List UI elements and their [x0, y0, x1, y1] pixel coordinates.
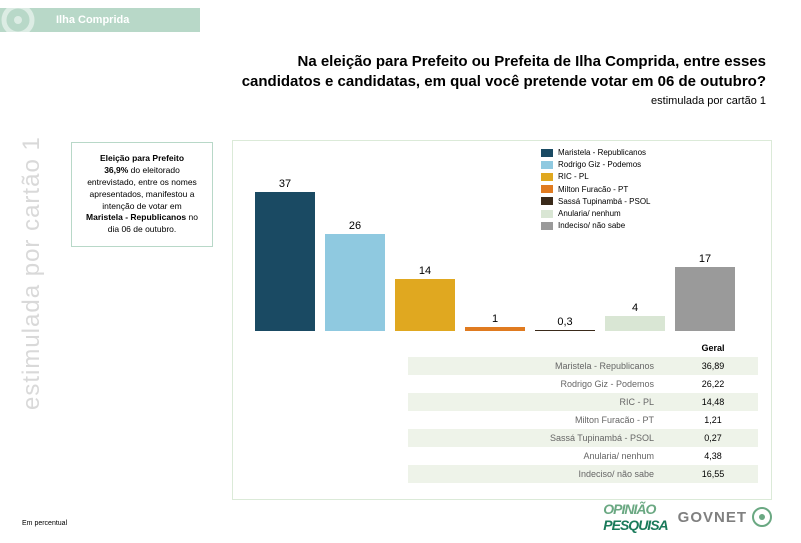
data-table: GeralMaristela - Republicanos36,89Rodrig… — [408, 339, 758, 483]
question-sub: estimulada por cartão 1 — [236, 95, 766, 107]
table-row: RIC - PL14,48 — [408, 393, 758, 411]
side-rotated-text: estimulada por cartão 1 — [18, 140, 46, 480]
legend-label: Maristela - Republicanos — [558, 147, 646, 158]
table-header: Geral — [408, 339, 758, 357]
chart-bars: 37 26 14 1 0,3 4 17 — [253, 171, 753, 331]
bar-value-label: 1 — [492, 313, 498, 325]
legend-item: Rodrigo Giz - Podemos — [541, 159, 731, 170]
table-row: Milton Furacão - PT1,21 — [408, 411, 758, 429]
info-pct: 36,9% — [104, 165, 128, 175]
bar-rect — [255, 192, 315, 331]
legend-swatch — [541, 161, 553, 169]
legend-label: Rodrigo Giz - Podemos — [558, 159, 641, 170]
bar: 17 — [673, 253, 737, 331]
govnet-logo: GOVNET — [678, 506, 773, 528]
table-row-label: Sassá Tupinambá - PSOL — [408, 433, 668, 443]
table-row: Anularia/ nenhum4,38 — [408, 447, 758, 465]
bar-value-label: 37 — [279, 178, 291, 190]
table-row-val: 1,21 — [668, 415, 758, 425]
bar-rect — [325, 234, 385, 332]
bar-value-label: 14 — [419, 265, 431, 277]
table-header-val: Geral — [668, 343, 758, 353]
bar-rect — [395, 279, 455, 332]
bar-rect — [605, 316, 665, 331]
bar-value-label: 0,3 — [557, 316, 572, 328]
legend-item: Maristela - Republicanos — [541, 147, 731, 158]
table-row-val: 14,48 — [668, 397, 758, 407]
legend-swatch — [541, 149, 553, 157]
footer-logos: OPINIÃOPESQUISA GOVNET — [603, 501, 773, 533]
bar: 4 — [603, 302, 667, 331]
table-row-label: Maristela - Republicanos — [408, 361, 668, 371]
bar: 26 — [323, 220, 387, 332]
info-box: Eleição para Prefeito 36,9% do eleitorad… — [71, 142, 213, 247]
footer-note: Em percentual — [22, 520, 67, 527]
header-logo-icon — [0, 8, 50, 32]
bar-value-label: 26 — [349, 220, 361, 232]
table-row: Rodrigo Giz - Podemos26,22 — [408, 375, 758, 393]
table-row-label: Rodrigo Giz - Podemos — [408, 379, 668, 389]
table-row: Maristela - Republicanos36,89 — [408, 357, 758, 375]
header-bar: Ilha Comprida — [0, 8, 200, 32]
bar-rect — [535, 330, 595, 331]
chart-area: Maristela - RepublicanosRodrigo Giz - Po… — [232, 140, 772, 500]
bar-rect — [465, 327, 525, 331]
question-main: Na eleição para Prefeito ou Prefeita de … — [236, 52, 766, 93]
bar-value-label: 4 — [632, 302, 638, 314]
table-row-label: RIC - PL — [408, 397, 668, 407]
info-candidate: Maristela - Republicanos — [86, 212, 186, 222]
table-row-label: Anularia/ nenhum — [408, 451, 668, 461]
bar: 0,3 — [533, 316, 597, 331]
bar: 14 — [393, 265, 457, 332]
table-row-val: 16,55 — [668, 469, 758, 479]
bar-rect — [675, 267, 735, 331]
question-block: Na eleição para Prefeito ou Prefeita de … — [236, 52, 766, 107]
bar-value-label: 17 — [699, 253, 711, 265]
bar: 37 — [253, 178, 317, 331]
table-row-label: Indeciso/ não sabe — [408, 469, 668, 479]
table-row-val: 36,89 — [668, 361, 758, 371]
header-location: Ilha Comprida — [56, 14, 129, 26]
table-row: Sassá Tupinambá - PSOL0,27 — [408, 429, 758, 447]
table-row-val: 26,22 — [668, 379, 758, 389]
table-row-val: 0,27 — [668, 433, 758, 443]
table-row-val: 4,38 — [668, 451, 758, 461]
bar: 1 — [463, 313, 527, 331]
table-row-label: Milton Furacão - PT — [408, 415, 668, 425]
info-title: Eleição para Prefeito — [100, 153, 184, 163]
opiniao-pesquisa-logo: OPINIÃOPESQUISA — [603, 501, 667, 533]
table-row: Indeciso/ não sabe16,55 — [408, 465, 758, 483]
